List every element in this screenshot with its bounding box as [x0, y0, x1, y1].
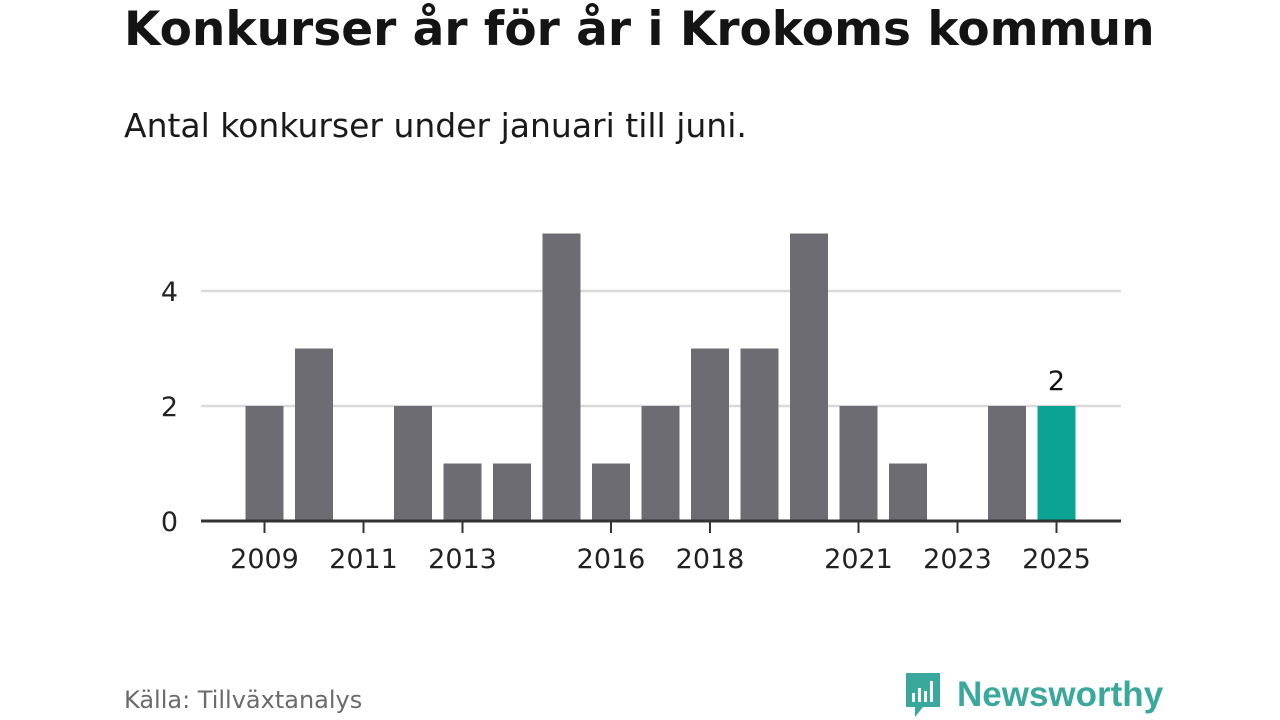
bar-2016 [592, 463, 630, 521]
bar-2009 [245, 406, 284, 521]
brand-logo: Newsworthy [903, 671, 1163, 719]
data-label-2025: 2 [1048, 366, 1065, 397]
x-tick-label-2025: 2025 [1022, 544, 1091, 575]
bars: 2 [245, 233, 1076, 521]
x-tick-label-2016: 2016 [577, 544, 646, 575]
y-tick-label: 2 [161, 392, 178, 423]
gridlines [201, 289, 1121, 408]
newsworthy-logo-icon [906, 673, 940, 717]
chart-title: Konkurser år för år i Krokoms kommun [124, 2, 1155, 57]
bar-2022 [889, 463, 927, 521]
bar-2024 [988, 406, 1026, 521]
bar-2015 [542, 233, 581, 521]
bar-2021 [839, 406, 878, 521]
brand-name: Newsworthy [957, 675, 1164, 714]
bar-2019 [740, 348, 779, 521]
source-note: Källa: Tillväxtanalys [124, 686, 363, 714]
axes: 0 2 4 2009 2011 2013 2016 2018 2021 2023 2025 [161, 277, 1121, 575]
bar-2014 [493, 463, 531, 521]
x-tick-label-2009: 2009 [230, 544, 299, 575]
bar-2010 [295, 348, 333, 521]
x-tick-label-2021: 2021 [824, 544, 893, 575]
x-tick-label-2011: 2011 [329, 544, 398, 575]
bar-2012 [394, 406, 432, 521]
bar-2013 [443, 463, 482, 521]
y-tick-label: 0 [161, 507, 178, 538]
bar-2025 [1037, 406, 1076, 521]
bar-2020 [790, 233, 828, 521]
x-tick-label-2013: 2013 [428, 544, 497, 575]
x-tick-label-2023: 2023 [923, 544, 992, 575]
y-tick-label: 4 [161, 277, 178, 308]
chart-subtitle: Antal konkurser under januari till juni. [124, 106, 747, 145]
x-tick-label-2018: 2018 [676, 544, 745, 575]
bar-2018 [691, 348, 729, 521]
bar-2017 [641, 406, 680, 521]
